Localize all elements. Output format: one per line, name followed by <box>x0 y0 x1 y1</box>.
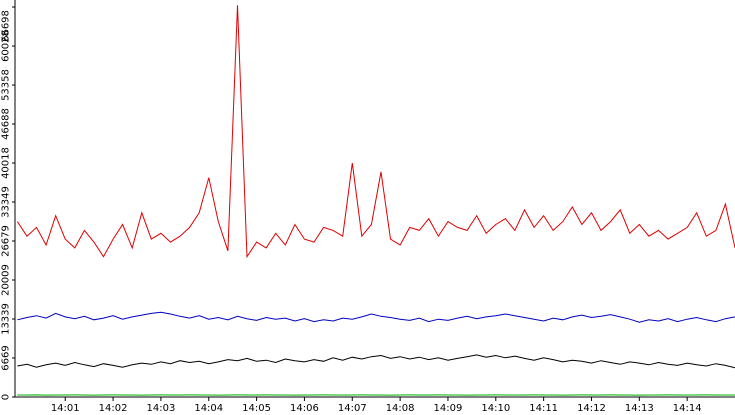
y-tick-label: 33349 <box>0 186 11 218</box>
y-tick-label: 66698 <box>0 10 11 42</box>
x-tick-label: 14:06 <box>290 403 319 414</box>
y-tick-label: 0 <box>0 394 11 400</box>
x-tick-label: 14:12 <box>577 403 606 414</box>
y-tick-label: 40018 <box>0 147 11 179</box>
y-tick-label: 13339 <box>0 303 11 335</box>
x-tick-label: 14:09 <box>434 403 463 414</box>
series-line <box>17 311 735 323</box>
series-line <box>17 354 735 369</box>
x-tick-label: 14:02 <box>99 403 128 414</box>
x-tick-label: 14:10 <box>481 403 510 414</box>
x-tick-label: 14:14 <box>673 403 702 414</box>
x-tick-label: 14:01 <box>51 403 80 414</box>
y-tick-label: 60028 <box>0 30 11 62</box>
y-tick-label: 46688 <box>0 108 11 140</box>
x-tick-label: 14:08 <box>386 403 415 414</box>
y-tick-label: 6669 <box>0 345 11 370</box>
series-line <box>16 5 735 259</box>
x-tick-label: 14:05 <box>242 403 271 414</box>
x-tick-label: 14:03 <box>146 403 175 414</box>
x-tick-label: 14:07 <box>338 403 367 414</box>
y-tick-label: 53358 <box>0 69 11 101</box>
y-tick-label: 20009 <box>0 264 11 296</box>
x-tick-label: 14:04 <box>194 403 223 414</box>
x-tick-label: 14:13 <box>625 403 654 414</box>
x-tick-label: 14:11 <box>529 403 558 414</box>
y-tick-label: 26679 <box>0 225 11 257</box>
